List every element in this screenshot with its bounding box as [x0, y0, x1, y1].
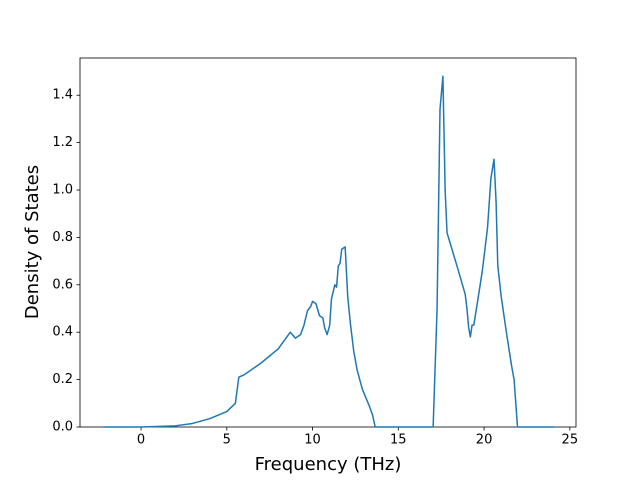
y-tick-label: 0.6	[52, 277, 73, 292]
y-tick-label: 1.0	[52, 183, 73, 198]
y-tick-label: 1.4	[52, 88, 73, 103]
x-axis-label: Frequency (THz)	[255, 454, 402, 475]
x-tick-label: 5	[223, 433, 231, 448]
x-tick-label: 20	[476, 433, 493, 448]
y-tick-label: 0.0	[52, 420, 73, 435]
y-tick-label: 0.8	[52, 230, 73, 245]
axes-frame	[79, 57, 577, 428]
x-tick-label: 15	[390, 433, 407, 448]
y-tick-label: 0.4	[52, 325, 73, 340]
x-tick-label: 0	[137, 433, 145, 448]
y-tick-label: 0.2	[52, 372, 73, 387]
x-tick-label: 25	[562, 433, 579, 448]
x-tick-label: 10	[304, 433, 321, 448]
y-axis-label: Density of States	[22, 165, 43, 319]
line-series	[103, 75, 555, 428]
y-tick-label: 1.2	[52, 135, 73, 150]
